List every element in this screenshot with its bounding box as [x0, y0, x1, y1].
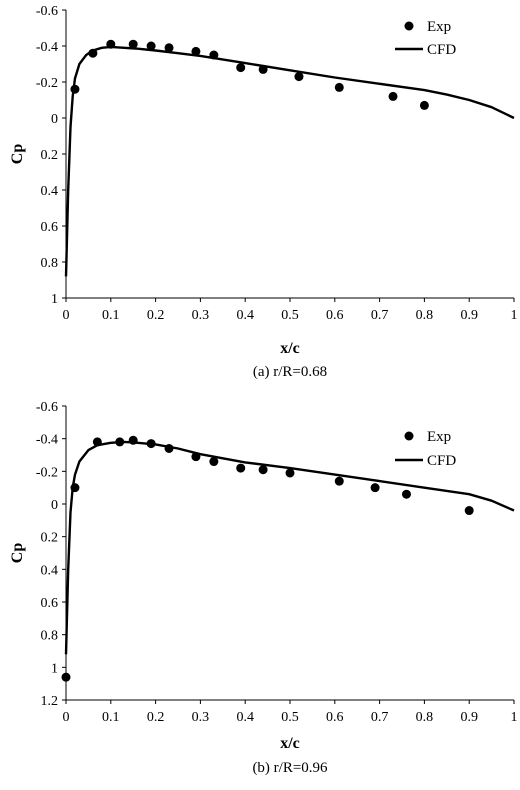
chart-panel-a: -0.6-0.4-0.200.20.40.60.810 0.1 0.2 0.3 0.4 0…	[9, 4, 518, 380]
y-axis-label: Cp	[9, 543, 26, 564]
x-tick-label: 1	[511, 710, 518, 725]
y-tick-label: 0.6	[41, 596, 59, 611]
x-tick-label: 0.4	[236, 308, 254, 323]
x-tick-label: 0.6	[326, 308, 344, 323]
cfd-series-line	[64, 440, 515, 655]
chart-caption: (b) r/R=0.96	[252, 760, 328, 776]
y-tick-label: 0.4	[41, 184, 59, 199]
y-tick-label: 0	[51, 112, 58, 127]
legend-exp-label: Exp	[427, 19, 451, 35]
x-tick-label: 0.3	[192, 710, 210, 725]
y-tick-label: -0.2	[36, 465, 58, 480]
y-tick-label: 0.2	[41, 531, 59, 546]
legend: Exp CFD	[395, 19, 456, 58]
legend-exp-marker	[404, 21, 414, 31]
exp-data-point	[334, 82, 344, 92]
y-tick-label: -0.6	[36, 4, 58, 19]
x-axis-label: x/c	[280, 735, 300, 752]
x-tick-label: 0.8	[416, 710, 434, 725]
y-tick-label: -0.4	[36, 40, 58, 55]
exp-data-point	[334, 476, 344, 486]
legend-cfd-label: CFD	[427, 42, 456, 58]
exp-data-point	[388, 91, 398, 101]
x-tick-label: 1	[511, 308, 518, 323]
x-tick-label: 0.9	[460, 710, 478, 725]
x-tick-label: 0.5	[281, 308, 299, 323]
exp-data-point	[191, 46, 201, 56]
exp-data-point	[146, 41, 156, 51]
y-tick-label: 0.6	[41, 220, 59, 235]
exp-data-point	[258, 465, 268, 475]
exp-data-point	[164, 43, 174, 53]
chart-panel-b: -0.6 -0.4 -0.2 0 0.2 0.4 0.6 0.8 1 1.2 0 0.1 0.2 0.3 0…	[9, 400, 518, 776]
y-tick-label: 0.2	[41, 148, 59, 163]
cfd-series-line	[64, 45, 515, 277]
exp-data-point	[464, 506, 474, 516]
x-tick-label: 0	[63, 308, 70, 323]
legend: Exp CFD	[395, 429, 456, 469]
exp-data-point	[61, 672, 71, 682]
x-tick-label: 0.8	[416, 308, 434, 323]
exp-data-point	[128, 39, 138, 49]
x-tick-label: 0.6	[326, 710, 344, 725]
x-tick-label: 0.4	[236, 710, 254, 725]
exp-data-point	[236, 463, 246, 473]
exp-data-point	[419, 100, 429, 110]
y-tick-label: -0.6	[36, 400, 58, 415]
exp-data-point	[370, 483, 380, 493]
x-tick-label: 0.5	[281, 710, 299, 725]
y-tick-label: -0.2	[36, 76, 58, 91]
x-tick-label: 0.2	[147, 308, 165, 323]
x-tick-label: 0.9	[460, 308, 478, 323]
y-tick-label: 1	[51, 292, 58, 307]
x-tick-label: 0.7	[371, 308, 389, 323]
y-tick-label: 0.4	[41, 563, 59, 578]
exp-data-point	[236, 63, 246, 73]
legend-exp-marker	[404, 431, 414, 441]
x-tick-label: 0.1	[102, 710, 120, 725]
exp-data-point	[294, 72, 304, 82]
exp-data-point	[209, 457, 219, 467]
legend-cfd-label: CFD	[427, 453, 456, 469]
y-tick-label: 1	[51, 661, 58, 676]
y-tick-label: -0.4	[36, 433, 58, 448]
y-axis-label: Cp	[9, 144, 26, 165]
x-tick-label: 0.2	[147, 710, 165, 725]
x-tick-label: 0.3	[192, 308, 210, 323]
x-axis-label: x/c	[280, 340, 300, 357]
y-tick-label: 0.8	[41, 256, 59, 271]
y-tick-label: 1.2	[41, 694, 59, 709]
exp-data-point	[285, 468, 295, 478]
y-tick-label: 0	[51, 498, 58, 513]
exp-data-point	[401, 489, 411, 499]
x-tick-label: 0.1	[102, 308, 120, 323]
x-tick-label: 0.7	[371, 710, 389, 725]
y-tick-label: 0.8	[41, 629, 59, 644]
x-tick-label: 0	[63, 710, 70, 725]
legend-exp-label: Exp	[427, 429, 451, 445]
chart-caption: (a) r/R=0.68	[253, 364, 327, 380]
